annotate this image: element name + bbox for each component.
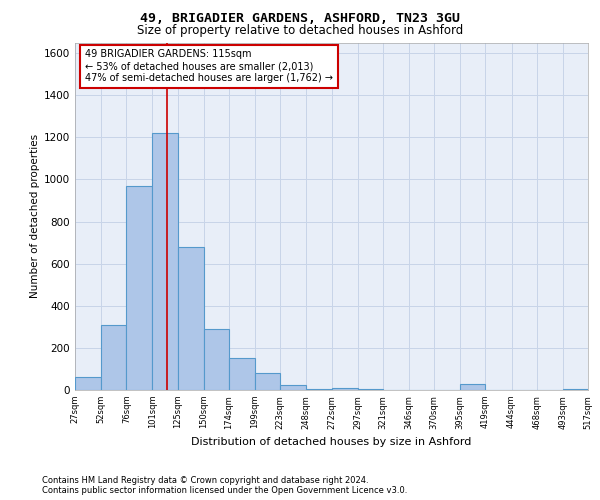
X-axis label: Distribution of detached houses by size in Ashford: Distribution of detached houses by size … [191,437,472,447]
Bar [127,186,152,390]
Y-axis label: Number of detached properties: Number of detached properties [30,134,40,298]
Bar [75,378,101,390]
Text: 49 BRIGADIER GARDENS: 115sqm
← 53% of detached houses are smaller (2,013)
47% of: 49 BRIGADIER GARDENS: 115sqm ← 53% of de… [85,50,333,82]
Bar [204,329,229,390]
Bar [280,384,307,390]
Bar [255,373,280,390]
Bar [152,133,178,390]
Bar [229,358,255,390]
Text: 49, BRIGADIER GARDENS, ASHFORD, TN23 3GU: 49, BRIGADIER GARDENS, ASHFORD, TN23 3GU [140,12,460,26]
Bar [563,389,588,390]
Bar [460,384,485,390]
Text: Size of property relative to detached houses in Ashford: Size of property relative to detached ho… [137,24,463,37]
Bar [331,388,358,390]
Text: Contains public sector information licensed under the Open Government Licence v3: Contains public sector information licen… [42,486,407,495]
Bar [358,389,383,390]
Bar [307,389,331,390]
Text: Contains HM Land Registry data © Crown copyright and database right 2024.: Contains HM Land Registry data © Crown c… [42,476,368,485]
Bar [178,247,204,390]
Bar [101,324,126,390]
